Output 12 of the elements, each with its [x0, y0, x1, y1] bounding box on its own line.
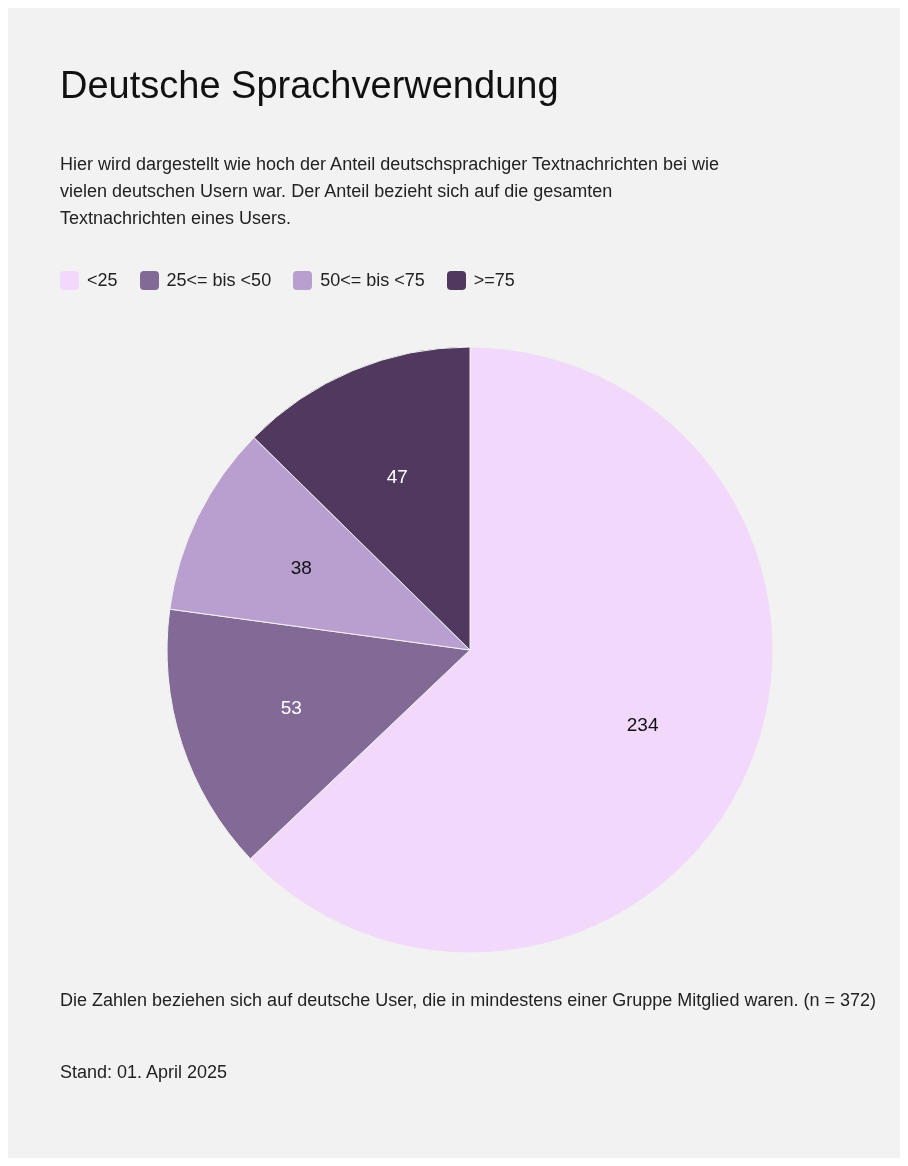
text: Die Zahlen beziehen sich auf deutsche User, die in mindestens einer Gruppe Mitglied waren. (n = 372)	[60, 989, 877, 1012]
data-label: 38	[290, 556, 312, 578]
legend-label: <25	[87, 270, 118, 291]
data-label: 234	[626, 713, 659, 735]
data-label: 53	[280, 697, 302, 719]
data-label: 47	[386, 466, 408, 488]
legend-label: >=75	[473, 270, 515, 291]
legend-label: 50<= bis <75	[320, 270, 425, 291]
legend-label: 25<= bis <50	[166, 270, 272, 291]
chart-subtitle: Hier wird dargestellt wie hoch der Anteil deutschsprachiger Textnachrichten bei wie vielen deutschen Usern war. Der Anteil bezieht sich auf die gesamten Textnachrichten eines Users.	[60, 153, 720, 230]
text: Stand: 01. April 2025	[60, 1061, 229, 1084]
chart-title: Deutsche Sprachverwendung	[60, 64, 559, 107]
